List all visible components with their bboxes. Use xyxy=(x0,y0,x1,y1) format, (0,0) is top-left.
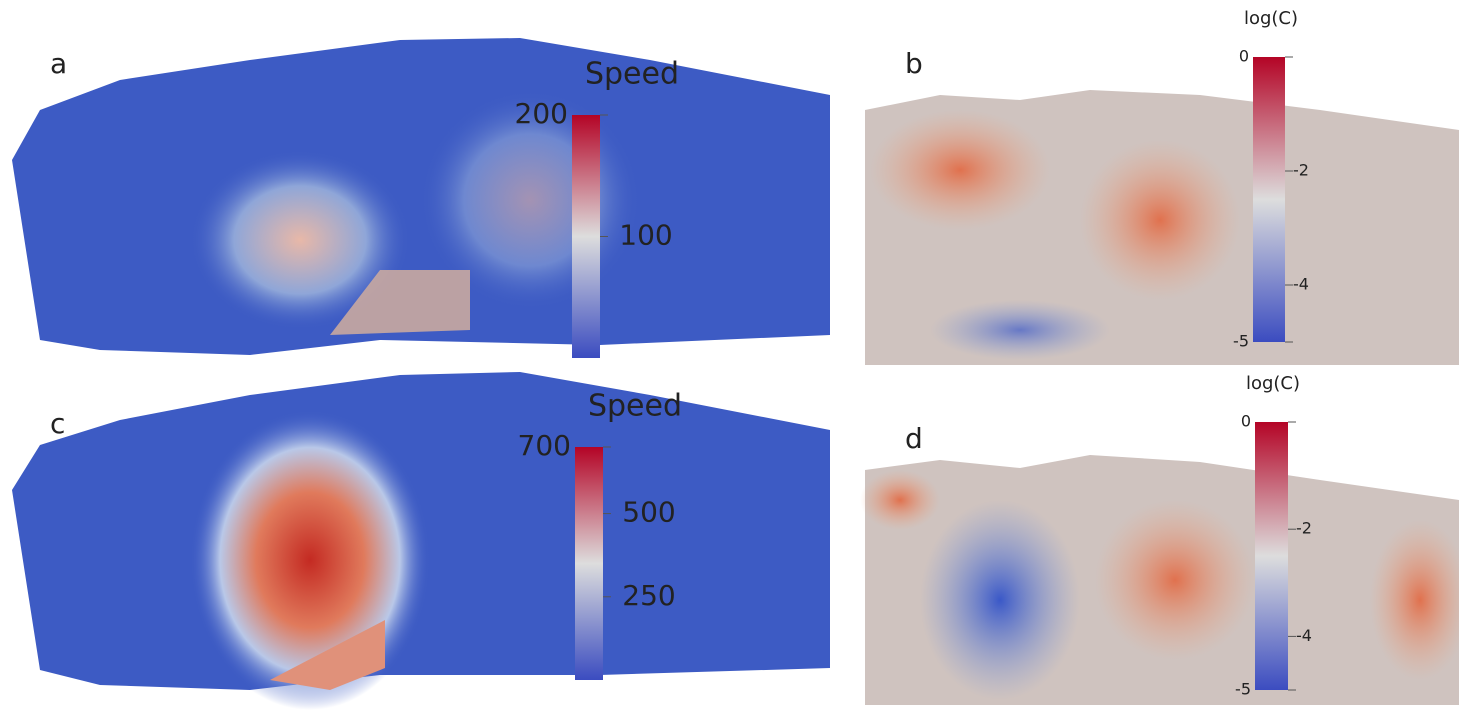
panel-label: d xyxy=(905,422,923,455)
colorbar-tick-label: -2 xyxy=(1296,519,1312,538)
figure: a Speed 200 100 b log(C) 0 -2 -4 -5 c Speed 700 500 25… xyxy=(0,0,1459,711)
colorbar-tick-label: -2 xyxy=(1293,161,1309,180)
panel-b-render xyxy=(865,90,1459,365)
colorbar-title: Speed xyxy=(588,389,682,424)
colorbar xyxy=(572,115,600,358)
colorbar-tick-label: -5 xyxy=(1233,332,1249,351)
colorbar xyxy=(575,447,603,680)
colorbar-title: Speed xyxy=(585,57,679,92)
colorbar-tick-label: -4 xyxy=(1296,626,1312,645)
panel-c-render xyxy=(12,372,830,710)
panel-label: b xyxy=(905,47,923,80)
panel-label: c xyxy=(50,407,65,440)
colorbar-tick-label: -4 xyxy=(1293,275,1309,294)
panel-a-render xyxy=(12,38,830,355)
colorbar-tick-label: 100 xyxy=(619,219,672,252)
colorbar-tick-label: 0 xyxy=(1239,47,1249,66)
colorbar-title: log(C) xyxy=(1244,8,1298,29)
colorbar-title: log(C) xyxy=(1246,373,1300,394)
colorbar-tick-label: 0 xyxy=(1241,412,1251,431)
colorbar-tick-label: -5 xyxy=(1235,680,1251,699)
panel-d-render xyxy=(860,455,1459,705)
colorbar-tick-label: 200 xyxy=(515,97,568,130)
panel-label: a xyxy=(50,47,67,80)
colorbar-tick-label: 700 xyxy=(518,429,571,462)
colorbar-tick-label: 500 xyxy=(622,496,675,529)
colorbar xyxy=(1255,422,1288,690)
colorbar xyxy=(1253,57,1285,342)
colorbar-tick-label: 250 xyxy=(622,579,675,612)
